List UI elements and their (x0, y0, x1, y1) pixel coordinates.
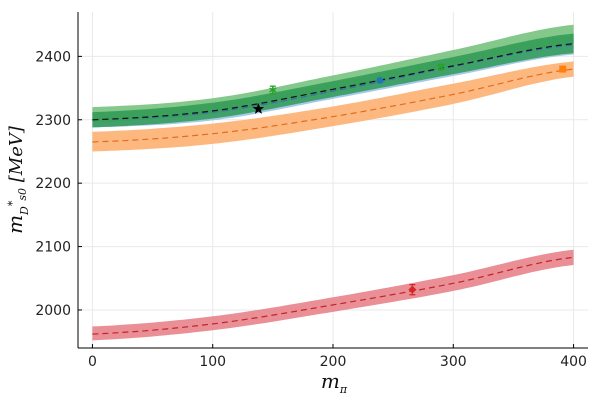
point-0 (269, 86, 277, 94)
bands (92, 24, 574, 341)
y-tick-label-2: 2200 (35, 176, 71, 192)
y-tick-label-4: 2400 (35, 49, 71, 65)
x-tick-label-1: 100 (199, 354, 226, 370)
center-line-series-4 (92, 256, 574, 335)
center-lines (92, 43, 574, 335)
x-tick-label-2: 200 (320, 354, 347, 370)
band-series-2 (92, 33, 574, 128)
y-tick-label-0: 2000 (35, 303, 71, 319)
data-points (252, 63, 567, 296)
point-4 (408, 285, 417, 294)
y-axis-title: mD*s0 [MeV] (3, 125, 31, 234)
y-tick-label-1: 2100 (35, 240, 71, 256)
band-series-4 (92, 249, 574, 341)
point-1 (376, 77, 384, 84)
x-tick-label-4: 400 (560, 354, 587, 370)
y-tick-label-3: 2300 (35, 113, 71, 129)
center-line-series-0 (92, 44, 574, 121)
center-line-series-2 (92, 43, 574, 121)
point-2 (437, 63, 445, 71)
band-series-1 (92, 61, 574, 152)
point-5 (252, 103, 265, 114)
x-tick-label-3: 300 (440, 354, 467, 370)
center-line-series-1 (92, 68, 574, 143)
x-tick-label-0: 0 (88, 354, 97, 370)
axes (77, 12, 588, 349)
point-3 (559, 65, 567, 73)
x-axis-title: mπ (321, 369, 348, 396)
tick-labels: 0 100 200 300 400 2000 2100 2200 2300 2400 (35, 49, 587, 370)
svg-text:mD*s0 [MeV]: mD*s0 [MeV] (3, 125, 31, 234)
